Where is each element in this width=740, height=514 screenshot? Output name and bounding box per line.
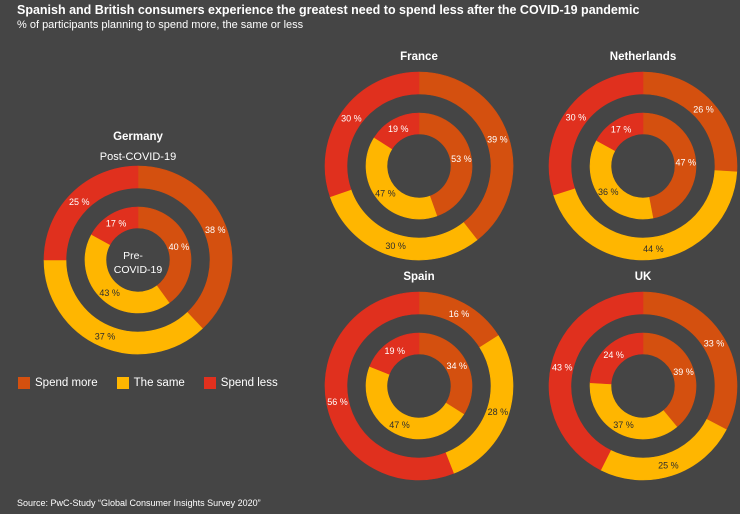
legend-item-the-same: The same: [116, 377, 185, 389]
outer-label-spend-more-france: 39 %: [487, 134, 508, 144]
inner-label-spend-more-france: 53 %: [451, 154, 472, 164]
inner-slice-spend-more-france: [418, 112, 473, 217]
inner-label-spend-more-spain: 34 %: [446, 361, 467, 371]
outer-label-spend-more-germany: 38 %: [205, 225, 226, 235]
inner-label-spend-less-spain: 19 %: [385, 346, 406, 356]
inner-slice-spend-less-spain: [369, 332, 420, 375]
donut-france: France 39 % 30 % 30 % 53 % 47 % 19 %: [324, 51, 514, 261]
donut-netherlands: Netherlands 26 % 44 % 30 % 47 % 36 % 17 %: [548, 51, 738, 261]
inner-label-the-same-netherlands: 36 %: [598, 187, 619, 197]
outer-slice-spend-less-germany: [43, 165, 139, 261]
inner-label-the-same-spain: 47 %: [389, 420, 410, 430]
inner-label-the-same-germany: 43 %: [99, 288, 120, 298]
inner-label-spend-less-germany: 17 %: [106, 219, 127, 229]
outer-label-spend-less-uk: 43 %: [552, 362, 573, 372]
outer-label-spend-more-spain: 16 %: [449, 309, 470, 319]
outer-label-the-same-germany: 37 %: [95, 332, 116, 342]
country-title-netherlands: Netherlands: [610, 51, 676, 63]
inner-ring-label-line2: COVID-19: [114, 264, 163, 276]
inner-slice-spend-less-netherlands: [596, 112, 644, 151]
inner-label-spend-less-uk: 24 %: [603, 350, 624, 360]
inner-ring-label-line1: Pre-: [123, 250, 143, 262]
outer-label-the-same-netherlands: 44 %: [643, 244, 664, 254]
outer-ring-label: Post-COVID-19: [100, 151, 176, 163]
inner-slice-the-same-france: [365, 137, 438, 220]
legend-swatch-spend-more: [18, 377, 30, 389]
inner-slice-the-same-netherlands: [589, 140, 654, 220]
outer-label-the-same-uk: 25 %: [658, 461, 679, 471]
inner-slice-spend-less-germany: [91, 206, 139, 245]
donut-spain: Spain 16 % 28 % 56 % 34 % 47 % 19 %: [324, 271, 514, 481]
legend-label-spend-less: Spend less: [220, 377, 278, 389]
outer-slice-spend-less-spain: [324, 291, 454, 481]
inner-label-spend-less-france: 19 %: [388, 124, 409, 134]
legend-label-the-same: The same: [133, 377, 185, 389]
inner-label-the-same-uk: 37 %: [613, 420, 634, 430]
inner-label-spend-more-germany: 40 %: [169, 242, 190, 252]
inner-slice-the-same-germany: [84, 234, 170, 314]
chart-title: Spanish and British consumers experience…: [17, 3, 640, 17]
outer-slice-spend-less-france: [324, 71, 420, 198]
inner-slice-spend-more-uk: [642, 332, 697, 428]
chart-subtitle: % of participants planning to spend more…: [17, 19, 304, 31]
legend-item-spend-more: Spend more: [18, 377, 98, 389]
country-title-uk: UK: [635, 271, 652, 283]
inner-slice-spend-more-germany: [137, 206, 192, 304]
legend-swatch-spend-less: [203, 377, 216, 389]
donut-uk: UK 33 % 25 % 43 % 39 % 37 % 24 %: [548, 271, 738, 481]
outer-label-the-same-spain: 28 %: [488, 407, 509, 417]
outer-label-the-same-france: 30 %: [385, 241, 406, 251]
outer-label-spend-less-france: 30 %: [341, 113, 362, 123]
inner-slice-spend-less-uk: [589, 332, 644, 385]
donut-germany: Germany 38 % 37 % 25 % 40 % 43 % 17 % Post-COVI…: [43, 131, 233, 355]
outer-label-spend-less-spain: 56 %: [327, 397, 348, 407]
inner-label-spend-less-netherlands: 17 %: [611, 125, 632, 135]
inner-slice-the-same-spain: [365, 366, 465, 440]
inner-slice-spend-more-spain: [418, 332, 473, 415]
inner-label-the-same-france: 47 %: [375, 188, 396, 198]
outer-slice-spend-less-netherlands: [548, 71, 644, 196]
outer-label-spend-more-uk: 33 %: [704, 339, 725, 349]
source-note: Source: PwC-Study “Global Consumer Insig…: [17, 498, 261, 508]
legend-swatch-the-same: [116, 377, 129, 389]
inner-label-spend-more-uk: 39 %: [673, 367, 694, 377]
outer-label-spend-more-netherlands: 26 %: [693, 105, 714, 115]
legend-item-spend-less: Spend less: [203, 377, 278, 389]
outer-label-spend-less-netherlands: 30 %: [566, 113, 587, 123]
inner-label-spend-more-netherlands: 47 %: [676, 158, 697, 168]
inner-slice-spend-less-france: [373, 112, 420, 150]
country-title-france: France: [400, 51, 438, 63]
country-title-spain: Spain: [403, 271, 434, 283]
outer-label-spend-less-germany: 25 %: [69, 197, 90, 207]
country-title-germany: Germany: [113, 131, 163, 143]
legend: Spend more The same Spend less: [18, 377, 297, 389]
outer-slice-spend-less-uk: [548, 291, 644, 471]
legend-label-spend-more: Spend more: [35, 377, 98, 389]
inner-slice-spend-more-netherlands: [642, 112, 697, 219]
inner-slice-the-same-uk: [589, 382, 678, 440]
